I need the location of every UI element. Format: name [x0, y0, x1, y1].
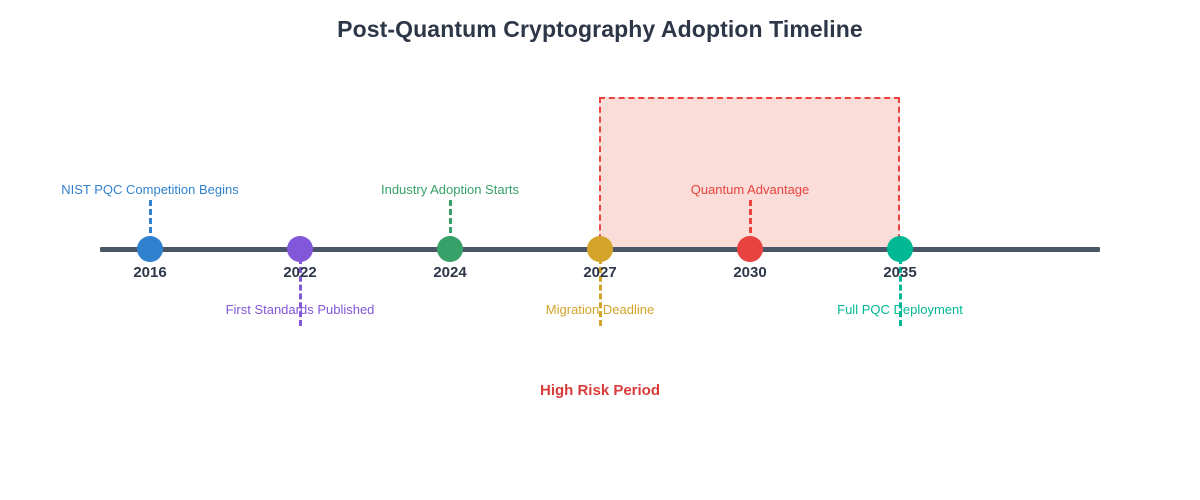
event-label-2022: First Standards Published [225, 302, 375, 317]
event-marker-dot-2016[interactable] [137, 236, 163, 262]
high-risk-period-caption: High Risk Period [539, 382, 661, 399]
event-marker-dot-2027[interactable] [587, 236, 613, 262]
event-year-label-2027: 2027 [583, 264, 617, 281]
event-year-label-2024: 2024 [433, 264, 467, 281]
event-marker-dot-2030[interactable] [737, 236, 763, 262]
page-title: Post-Quantum Cryptography Adoption Timel… [337, 16, 863, 42]
event-year-label-2035: 2035 [883, 264, 917, 281]
event-connector-2030 [748, 200, 752, 242]
event-marker-dot-2024[interactable] [437, 236, 463, 262]
event-year-label-2022: 2022 [283, 264, 317, 281]
event-label-2035: Full PQC Deployment [837, 302, 963, 317]
event-connector-2024 [448, 200, 452, 242]
event-label-2016: NIST PQC Competition Begins [61, 182, 239, 197]
event-connector-2016 [148, 200, 152, 242]
event-connector-2027 [598, 258, 602, 326]
event-connector-2022 [298, 258, 302, 326]
event-year-label-2030: 2030 [733, 264, 767, 281]
event-year-label-2016: 2016 [133, 264, 167, 281]
event-marker-dot-2035[interactable] [887, 236, 913, 262]
event-label-2030: Quantum Advantage [690, 182, 810, 197]
event-label-2024: Industry Adoption Starts [380, 182, 520, 197]
event-label-2027: Migration Deadline [545, 302, 655, 317]
event-connector-2035 [898, 258, 902, 326]
event-marker-dot-2022[interactable] [287, 236, 313, 262]
